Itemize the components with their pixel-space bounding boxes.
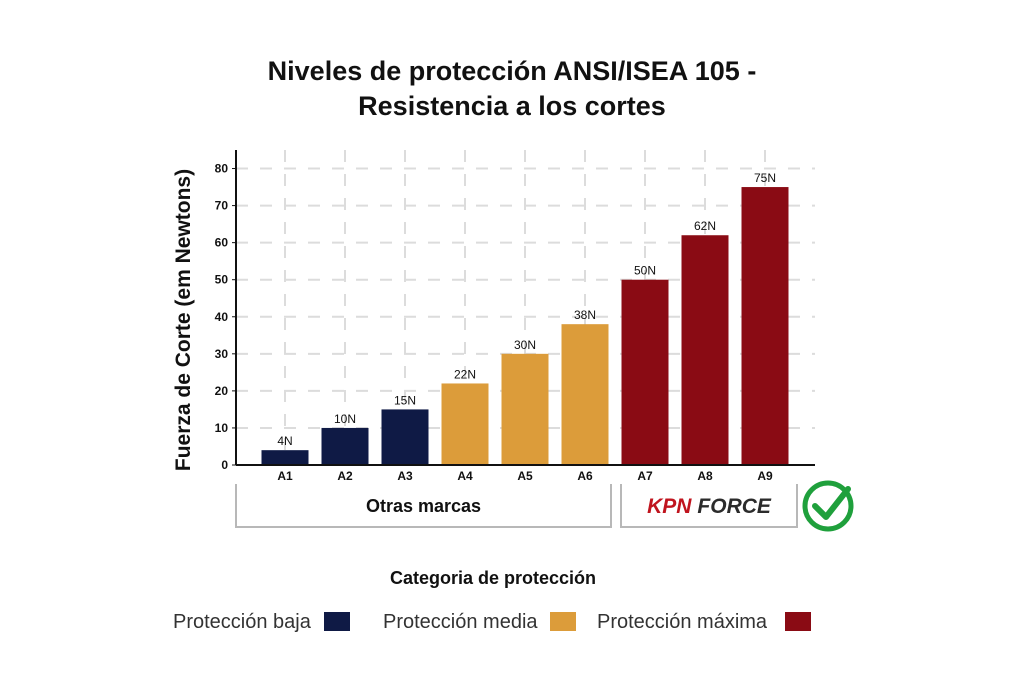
chart-title-line-1: Niveles de protección ANSI/ISEA 105 - (268, 56, 757, 86)
bar-a6 (561, 324, 609, 465)
bar-a7 (621, 279, 669, 465)
x-tick-label-a4: A4 (457, 469, 473, 483)
y-tick-label: 70 (215, 199, 229, 213)
bar-a3 (381, 409, 429, 465)
bar-a9 (741, 187, 789, 465)
data-label-a6: 38N (574, 308, 596, 322)
x-tick-label-a3: A3 (397, 469, 413, 483)
y-axis-label: Fuerza de Corte (em Newtons) (172, 169, 195, 471)
y-tick-label: 0 (221, 458, 228, 472)
brand-logo-part-2: FORCE (697, 495, 771, 518)
chart-title: Niveles de protección ANSI/ISEA 105 - Re… (268, 56, 757, 121)
y-tick-label: 80 (215, 162, 229, 176)
brand-logo-part-1: KPN (647, 495, 692, 518)
bars: 4N A1 10N A2 15N A3 22N A4 30N A5 38N A6 50N A7 62N A8 7… (261, 171, 789, 483)
bar-a1 (261, 450, 309, 465)
brand-logo: KPN FORCE (647, 495, 772, 518)
legend-swatch-1 (324, 612, 350, 631)
x-tick-label-a1: A1 (277, 469, 293, 483)
bar-a2 (321, 427, 369, 465)
x-tick-label-a6: A6 (577, 469, 593, 483)
x-tick-label-a2: A2 (337, 469, 353, 483)
y-tick-label: 40 (215, 310, 229, 324)
check-mark (812, 486, 851, 520)
data-label-a3: 15N (394, 393, 416, 407)
y-tick-label: 50 (215, 273, 229, 287)
group-bracket-2 (620, 484, 798, 528)
group-bracket-1 (235, 484, 612, 528)
x-tick-label-a9: A9 (757, 469, 773, 483)
y-tick-label: 10 (215, 421, 229, 435)
y-tick-label: 20 (215, 384, 229, 398)
legend-label-2: Protección media (383, 611, 538, 633)
data-label-a7: 50N (634, 264, 656, 278)
legend: Protección baja Protección media Protecció… (173, 611, 811, 633)
x-tick-label-a7: A7 (637, 469, 653, 483)
data-label-a2: 10N (334, 412, 356, 426)
data-label-a5: 30N (514, 338, 536, 352)
x-tick-label-a8: A8 (697, 469, 713, 483)
legend-label-3: Protección máxima (597, 611, 768, 633)
y-tick-label: 60 (215, 236, 229, 250)
bar-a8 (681, 235, 729, 465)
bar-a5 (501, 353, 549, 465)
data-label-a4: 22N (454, 367, 476, 381)
group-label-1: Otras marcas (366, 496, 481, 516)
chart-title-line-2: Resistencia a los cortes (358, 91, 666, 121)
y-tick-label: 30 (215, 347, 229, 361)
bar-a4 (441, 383, 489, 465)
x-tick-label-a5: A5 (517, 469, 533, 483)
check-circle-ring (802, 480, 854, 532)
axes: 0 10 20 30 40 50 60 70 80 (215, 150, 815, 472)
x-axis-label: Categoria de protección (390, 568, 596, 588)
grid (236, 150, 815, 465)
check-circle-icon (802, 480, 854, 532)
data-label-a8: 62N (694, 219, 716, 233)
legend-label-1: Protección baja (173, 611, 312, 633)
legend-swatch-3 (785, 612, 811, 631)
data-label-a9: 75N (754, 171, 776, 185)
data-label-a1: 4N (277, 434, 292, 448)
category-groups: Otras marcas KPN FORCE (235, 480, 854, 532)
legend-swatch-2 (550, 612, 576, 631)
